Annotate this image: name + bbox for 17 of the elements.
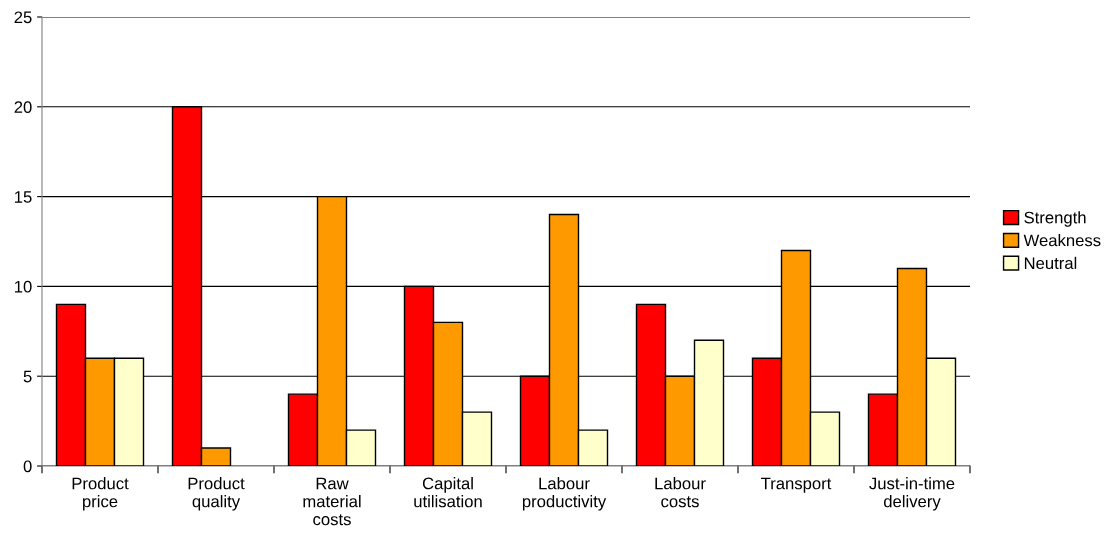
y-tick-label: 5 (23, 370, 32, 383)
legend-label: Strength (1024, 211, 1086, 227)
legend-label: Weakness (1023, 234, 1101, 247)
x-tick-label: Product quality (188, 477, 245, 511)
x-tick-label: Labour productivity (522, 477, 607, 511)
y-tick-label: 10 (15, 280, 32, 293)
y-tick-label: 20 (14, 101, 32, 113)
y-tick-label: 0 (23, 460, 32, 473)
x-tick-label: Capital utilisation (414, 477, 482, 508)
x-tick-label: Raw material costs (303, 477, 361, 526)
x-tick-label: Product price (72, 477, 129, 511)
legend-label: Neutral (1024, 256, 1077, 270)
y-tick-label: 25 (14, 11, 32, 24)
x-tick-label: Labour costs (655, 477, 706, 508)
y-tick-label: 15 (15, 191, 32, 203)
x-tick-label: Just-in-time delivery (869, 477, 955, 511)
x-tick-label: Transport (761, 477, 832, 493)
